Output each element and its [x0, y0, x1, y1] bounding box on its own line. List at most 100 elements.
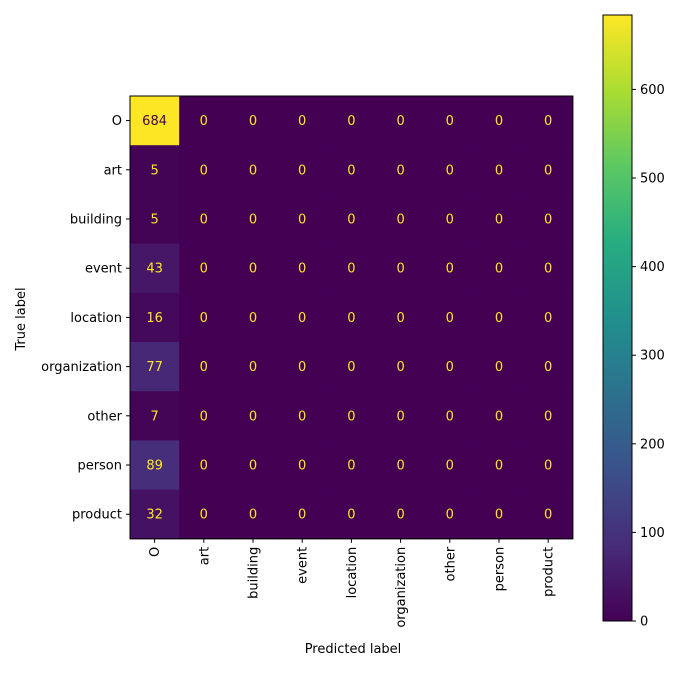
y-tick-label: location [70, 311, 122, 326]
heatmap-cell [376, 489, 426, 540]
cell-value-label: 0 [200, 262, 208, 277]
heatmap-cell [474, 489, 525, 540]
cell-value-label: 0 [347, 459, 355, 474]
cell-value-label: 0 [396, 409, 404, 424]
heatmap-cell [523, 292, 574, 343]
heatmap-cell [326, 489, 377, 540]
x-tick-label: organization [394, 547, 409, 628]
heatmap-cell [376, 145, 426, 195]
cell-value-label: 0 [446, 311, 454, 326]
cell-value-label: 7 [150, 409, 158, 424]
y-tick-label: O [112, 114, 122, 129]
heatmap-cell [523, 391, 574, 441]
heatmap-cell [130, 145, 180, 195]
colorbar-tick-label: 200 [640, 437, 665, 452]
cell-value-label: 0 [396, 508, 404, 523]
heatmap-cell [228, 440, 279, 491]
cell-value-label: 0 [495, 459, 503, 474]
colorbar-tick-label: 500 [640, 172, 665, 187]
heatmap-cell [523, 96, 574, 146]
heatmap-cell [179, 489, 229, 540]
heatmap-cell [228, 194, 279, 245]
heatmap-cell [277, 145, 328, 195]
heatmap-cell [474, 96, 525, 146]
heatmap-cell [130, 440, 180, 491]
heatmap-cell [228, 489, 279, 540]
cell-value-label: 0 [495, 213, 503, 228]
heatmap-cell [326, 342, 377, 392]
heatmap-cell [376, 342, 426, 392]
heatmap-cell [326, 96, 377, 146]
cell-value-label: 0 [396, 311, 404, 326]
heatmap-cell [425, 243, 475, 294]
cell-value-label: 5 [150, 213, 158, 228]
cell-value-label: 0 [396, 459, 404, 474]
cell-value-label: 0 [396, 163, 404, 178]
heatmap-cell [376, 243, 426, 294]
cell-value-label: 0 [495, 114, 503, 129]
x-tick-label: other [443, 546, 458, 581]
cell-value-label: 0 [347, 311, 355, 326]
cell-value-label: 0 [446, 114, 454, 129]
cell-value-label: 0 [446, 213, 454, 228]
heatmap-cell [474, 342, 525, 392]
heatmap-cell [376, 391, 426, 441]
x-tick-label: person [493, 547, 508, 592]
cell-value-label: 0 [249, 311, 257, 326]
cell-value-label: 0 [495, 163, 503, 178]
heatmap-cell [523, 145, 574, 195]
cell-value-label: 0 [298, 409, 306, 424]
cell-value-label: 0 [200, 311, 208, 326]
heatmap-cell [425, 342, 475, 392]
heatmap-cell [277, 194, 328, 245]
cell-value-label: 0 [200, 114, 208, 129]
cell-value-label: 0 [396, 360, 404, 375]
cell-value-label: 0 [347, 508, 355, 523]
heatmap-cell [130, 243, 180, 294]
heatmap-cell [179, 96, 229, 146]
heatmap-cell [130, 292, 180, 343]
cell-value-label: 0 [446, 459, 454, 474]
heatmap-cell [474, 391, 525, 441]
x-axis-title: Predicted label [305, 642, 402, 657]
heatmap-cell [179, 440, 229, 491]
colorbar-tick-label: 400 [640, 260, 665, 275]
heatmap-cell [523, 440, 574, 491]
cell-value-label: 0 [446, 508, 454, 523]
heatmap-cell [179, 391, 229, 441]
cell-value-label: 0 [347, 409, 355, 424]
heatmap-cell [228, 243, 279, 294]
cell-value-label: 0 [249, 459, 257, 474]
heatmap-cell [179, 342, 229, 392]
heatmap-cell [326, 194, 377, 245]
heatmap-cell [376, 194, 426, 245]
cell-value-label: 0 [446, 262, 454, 277]
cell-value-label: 32 [146, 508, 163, 523]
y-axis-title: True label [14, 287, 29, 351]
cell-value-label: 0 [200, 409, 208, 424]
heatmap-cell [228, 96, 279, 146]
heatmap-cell [523, 342, 574, 392]
colorbar-tick-label: 300 [640, 349, 665, 364]
cell-value-label: 0 [446, 163, 454, 178]
cell-value-label: 0 [446, 360, 454, 375]
cell-value-label: 89 [146, 459, 163, 474]
cell-value-label: 0 [249, 360, 257, 375]
colorbar-tick-label: 100 [640, 526, 665, 541]
heatmap-cell [523, 489, 574, 540]
cell-value-label: 0 [298, 213, 306, 228]
heatmap-cell [277, 440, 328, 491]
y-tick-label: building [70, 213, 122, 228]
heatmap-cell [179, 243, 229, 294]
heatmap-cell [523, 243, 574, 294]
heatmap-cell [474, 145, 525, 195]
heatmap-cell [326, 391, 377, 441]
heatmap-cell [425, 489, 475, 540]
cell-value-label: 0 [249, 262, 257, 277]
cell-value-label: 0 [495, 311, 503, 326]
cell-value-label: 0 [347, 163, 355, 178]
cell-value-label: 684 [142, 114, 167, 129]
cell-value-labels: 684 0 0 0 0 0 0 0 0 5 0 0 0 0 0 0 0 0 5 0 0 0 0 0 0 0 0 43 0 0 0 0 0 0 0 0 1… [142, 114, 552, 523]
